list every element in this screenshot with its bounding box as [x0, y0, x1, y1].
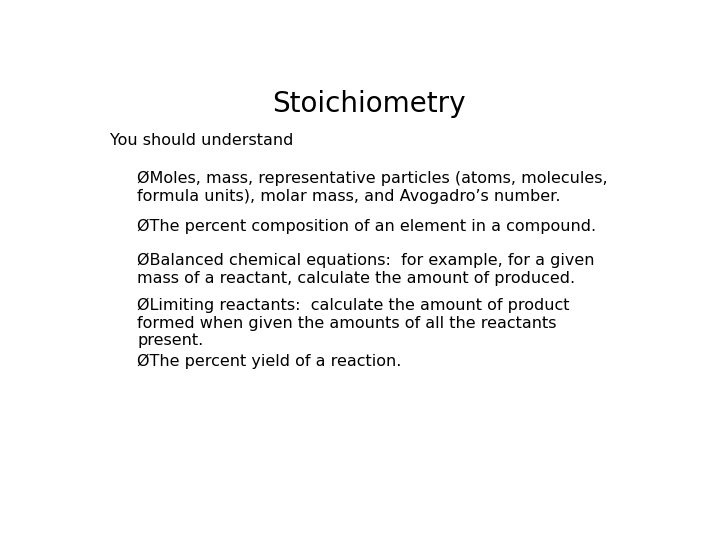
Text: Stoichiometry: Stoichiometry: [272, 90, 466, 118]
Text: ØThe percent composition of an element in a compound.: ØThe percent composition of an element i…: [138, 219, 597, 234]
Text: ØMoles, mass, representative particles (atoms, molecules,
formula units), molar : ØMoles, mass, representative particles (…: [138, 171, 608, 204]
Text: ØBalanced chemical equations:  for example, for a given
mass of a reactant, calc: ØBalanced chemical equations: for exampl…: [138, 253, 595, 286]
Text: You should understand: You should understand: [109, 133, 293, 148]
Text: ØThe percent yield of a reaction.: ØThe percent yield of a reaction.: [138, 354, 402, 369]
Text: ØLimiting reactants:  calculate the amount of product
formed when given the amou: ØLimiting reactants: calculate the amoun…: [138, 298, 570, 348]
